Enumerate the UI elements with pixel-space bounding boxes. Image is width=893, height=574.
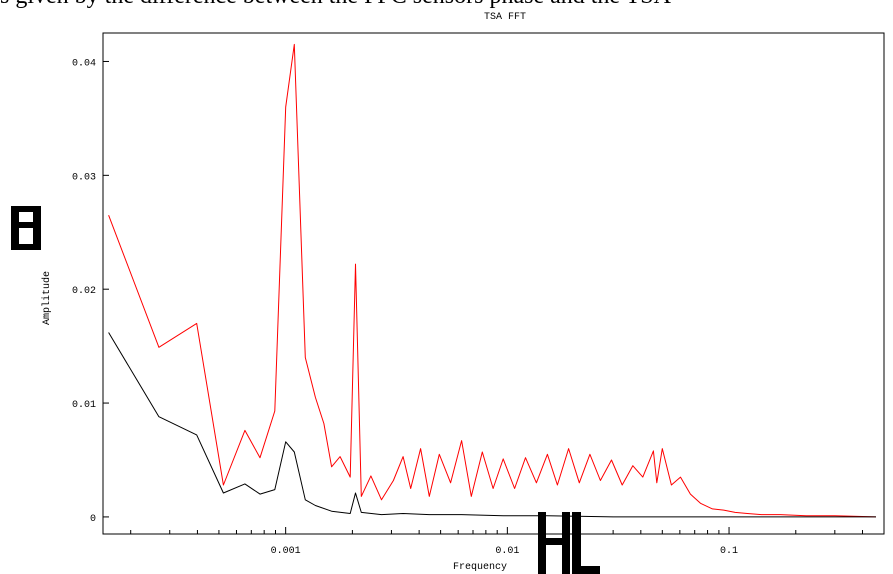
x-tick-label: 0.001 xyxy=(271,546,301,557)
x-axis-label: Frequency xyxy=(453,562,507,573)
y-tick-label: 0 xyxy=(90,514,96,525)
y-axis-ticks: 0 0.01 0.02 0.03 0.04 xyxy=(72,58,109,525)
page-header-text: s given by the difference between the PF… xyxy=(0,0,893,9)
glyph-artifact-left xyxy=(11,206,41,250)
y-tick-label: 0.02 xyxy=(72,286,96,297)
series-line-red xyxy=(108,43,877,518)
x-tick-label: 0.1 xyxy=(720,546,738,557)
series-layer xyxy=(108,43,877,518)
plot-frame xyxy=(102,32,885,535)
y-axis-label: Amplitude xyxy=(41,271,53,325)
x-axis-ticks: 0.001 0.01 0.1 xyxy=(130,527,885,557)
y-tick-label: 0.03 xyxy=(72,172,96,183)
y-tick-label: 0.04 xyxy=(72,58,96,69)
series-line-black xyxy=(108,332,876,518)
x-tick-label: 0.01 xyxy=(495,546,519,557)
y-tick-label: 0.01 xyxy=(72,400,96,411)
chart-title: TSA FFT xyxy=(484,12,526,23)
glyph-artifact-bottom xyxy=(538,512,600,574)
